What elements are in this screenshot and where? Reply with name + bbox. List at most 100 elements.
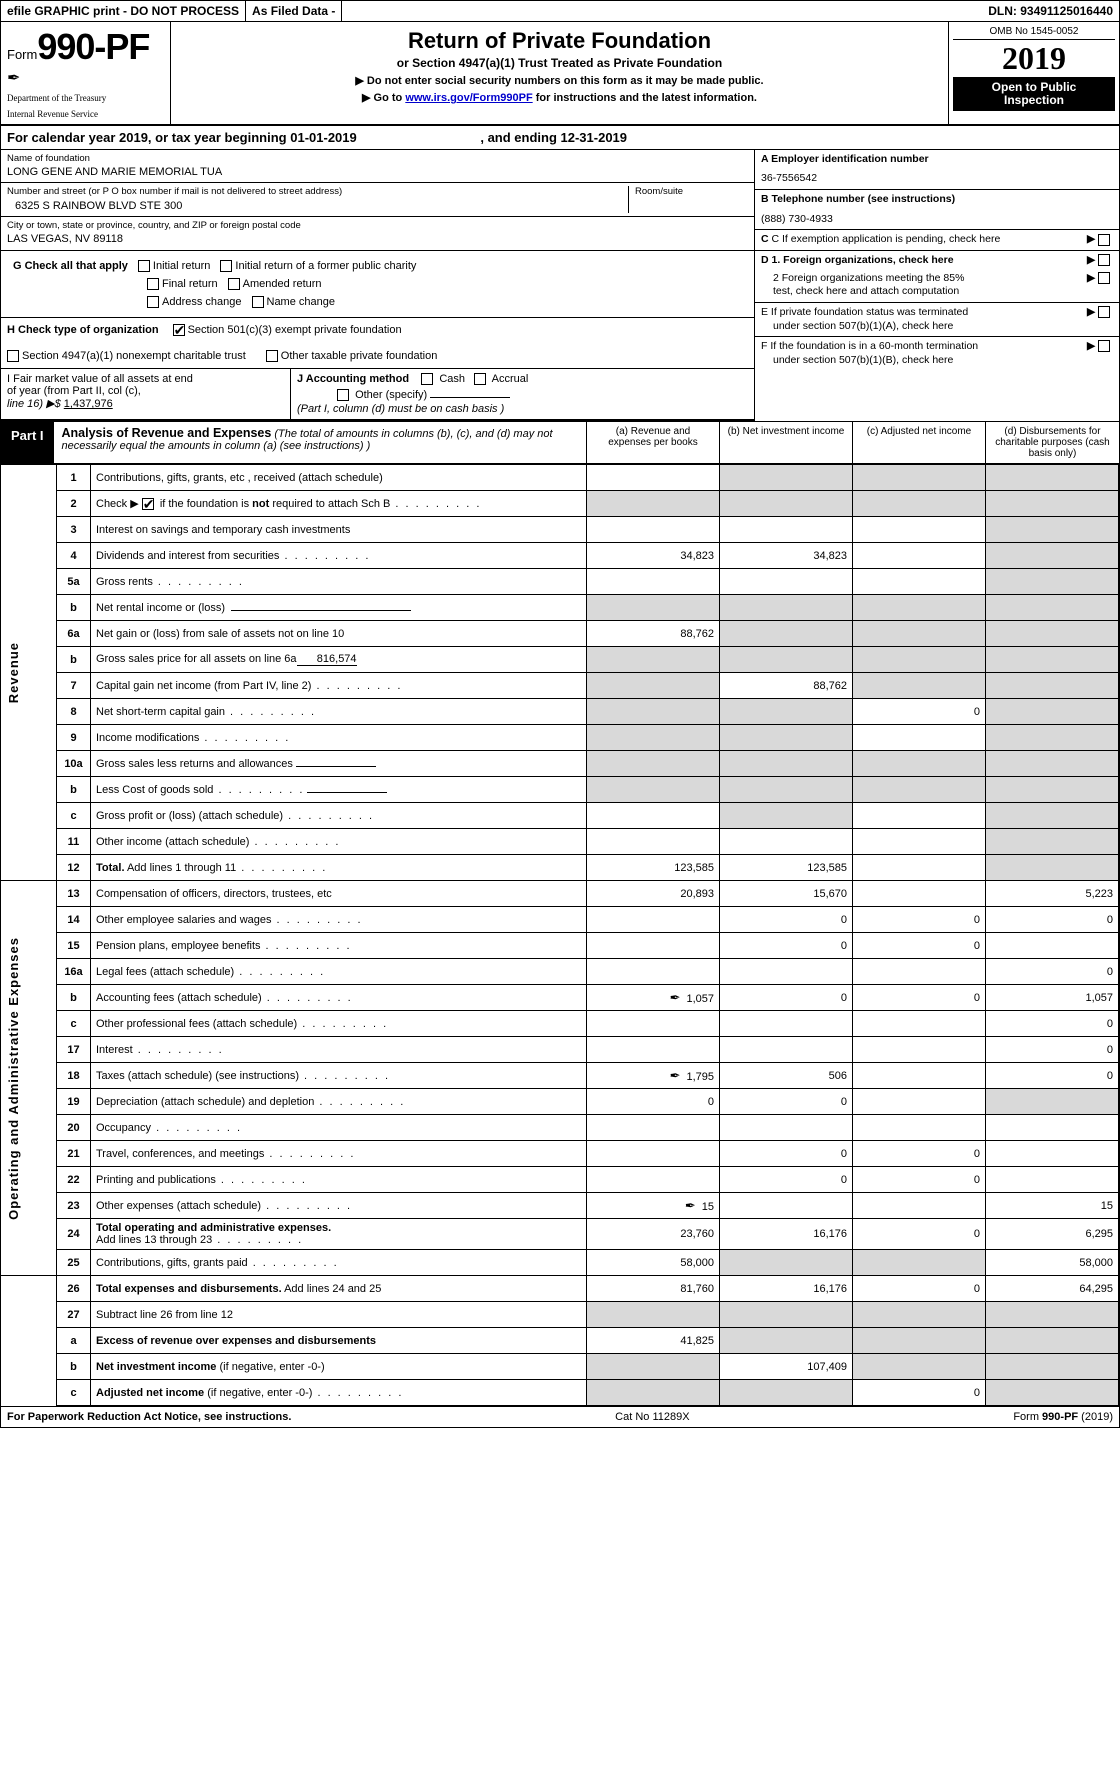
ein-cell: A Employer identification number 36-7556… xyxy=(755,150,1119,190)
row-16c: cOther professional fees (attach schedul… xyxy=(1,1011,1119,1037)
page-footer: For Paperwork Reduction Act Notice, see … xyxy=(1,1406,1119,1427)
section-h: H Check type of organization Section 501… xyxy=(1,318,754,369)
row-25: 25Contributions, gifts, grants paid58,00… xyxy=(1,1250,1119,1276)
dept-irs: Internal Revenue Service xyxy=(7,110,164,120)
room-suite-label: Room/suite xyxy=(635,186,748,198)
address-cell: Number and street (or P O box number if … xyxy=(1,183,754,217)
amended-return-check[interactable]: Amended return xyxy=(228,278,322,290)
arrow-icon: ▶ xyxy=(1087,233,1095,247)
row-10a: 10aGross sales less returns and allowanc… xyxy=(1,751,1119,777)
row-13: Operating and Administrative Expenses 13… xyxy=(1,881,1119,907)
row-5b: bNet rental income or (loss) xyxy=(1,595,1119,621)
e-check[interactable] xyxy=(1098,306,1110,318)
section-e: E If private foundation status was termi… xyxy=(755,303,1119,337)
efile-label: efile GRAPHIC print - DO NOT PROCESS xyxy=(1,1,246,21)
row-10c: cGross profit or (loss) (attach schedule… xyxy=(1,803,1119,829)
accrual-check[interactable]: Accrual xyxy=(474,373,528,385)
d1-check[interactable] xyxy=(1098,254,1110,266)
row-23: 23Other expenses (attach schedule)✒1515 xyxy=(1,1193,1119,1219)
section-c: C C If exemption application is pending,… xyxy=(755,230,1119,251)
cash-check[interactable]: Cash xyxy=(421,373,465,385)
form-number: Form990-PF xyxy=(7,26,164,68)
other-taxable-check[interactable]: Other taxable private foundation xyxy=(266,350,438,362)
name-change-check[interactable]: Name change xyxy=(252,296,336,308)
section-i-j: I Fair market value of all assets at end… xyxy=(1,369,754,421)
row-5a: 5aGross rents xyxy=(1,569,1119,595)
col-d-header: (d) Disbursements for charitable purpose… xyxy=(986,422,1119,463)
form-page: efile GRAPHIC print - DO NOT PROCESS As … xyxy=(0,0,1120,1428)
row-27c: cAdjusted net income (if negative, enter… xyxy=(1,1380,1119,1406)
row-27a: aExcess of revenue over expenses and dis… xyxy=(1,1328,1119,1354)
501c3-check[interactable]: Section 501(c)(3) exempt private foundat… xyxy=(173,324,402,336)
row-12: 12Total. Add lines 1 through 11123,58512… xyxy=(1,855,1119,881)
col-b-header: (b) Net investment income xyxy=(720,422,853,463)
row-1: Revenue 1Contributions, gifts, grants, e… xyxy=(1,465,1119,491)
attachment-icon[interactable]: ✒ xyxy=(685,1198,696,1213)
row-21: 21Travel, conferences, and meetings00 xyxy=(1,1141,1119,1167)
expenses-section-label: Operating and Administrative Expenses xyxy=(1,881,57,1276)
row-16b: bAccounting fees (attach schedule)✒1,057… xyxy=(1,985,1119,1011)
row-6a: 6aNet gain or (loss) from sale of assets… xyxy=(1,621,1119,647)
form-number-box: Form990-PF ✒ Department of the Treasury … xyxy=(1,22,171,124)
section-g: G Check all that apply Initial return In… xyxy=(1,251,754,318)
ident-left: Name of foundation LONG GENE AND MARIE M… xyxy=(1,150,754,422)
omb-number: OMB No 1545-0052 xyxy=(953,26,1115,40)
row-24: 24Total operating and administrative exp… xyxy=(1,1219,1119,1250)
row-10b: bLess Cost of goods sold xyxy=(1,777,1119,803)
form-header: Form990-PF ✒ Department of the Treasury … xyxy=(1,22,1119,126)
other-method-check[interactable]: Other (specify) xyxy=(337,389,427,401)
schb-check[interactable] xyxy=(142,498,154,510)
row-27b: bNet investment income (if negative, ent… xyxy=(1,1354,1119,1380)
4947-check[interactable]: Section 4947(a)(1) nonexempt charitable … xyxy=(7,350,246,362)
row-2: 2Check ▶ if the foundation is not requir… xyxy=(1,491,1119,517)
dln: DLN: 93491125016440 xyxy=(982,1,1119,21)
row-6b: bGross sales price for all assets on lin… xyxy=(1,647,1119,673)
address-change-check[interactable]: Address change xyxy=(147,296,242,308)
row-18: 18Taxes (attach schedule) (see instructi… xyxy=(1,1063,1119,1089)
ident-right: A Employer identification number 36-7556… xyxy=(754,150,1119,422)
identification-block: Name of foundation LONG GENE AND MARIE M… xyxy=(1,150,1119,423)
initial-return-check[interactable]: Initial return xyxy=(138,260,210,272)
accounting-method-cell: J Accounting method Cash Accrual Other (… xyxy=(291,369,754,419)
c-check[interactable] xyxy=(1098,234,1110,246)
col-a-header: (a) Revenue and expenses per books xyxy=(587,422,720,463)
section-d: D 1. Foreign organizations, check here▶ … xyxy=(755,251,1119,303)
efile-icon: ✒ xyxy=(7,68,164,88)
row-15: 15Pension plans, employee benefits00 xyxy=(1,933,1119,959)
row-17: 17Interest0 xyxy=(1,1037,1119,1063)
fmv-cell: I Fair market value of all assets at end… xyxy=(1,369,291,419)
row-8: 8Net short-term capital gain0 xyxy=(1,699,1119,725)
form-title: Return of Private Foundation xyxy=(179,28,940,54)
dept-treasury: Department of the Treasury xyxy=(7,94,164,104)
note-link: ▶ Go to www.irs.gov/Form990PF for instru… xyxy=(179,91,940,104)
title-box: Return of Private Foundation or Section … xyxy=(171,22,949,124)
row-3: 3Interest on savings and temporary cash … xyxy=(1,517,1119,543)
row-4: 4Dividends and interest from securities3… xyxy=(1,543,1119,569)
row-7: 7Capital gain net income (from Part IV, … xyxy=(1,673,1119,699)
calendar-year-row: For calendar year 2019, or tax year begi… xyxy=(1,126,1119,150)
part1-tag: Part I xyxy=(1,422,54,463)
foundation-name-cell: Name of foundation LONG GENE AND MARIE M… xyxy=(1,150,754,184)
row-19: 19Depreciation (attach schedule) and dep… xyxy=(1,1089,1119,1115)
row-22: 22Printing and publications00 xyxy=(1,1167,1119,1193)
attachment-icon[interactable]: ✒ xyxy=(670,990,681,1005)
col-c-header: (c) Adjusted net income xyxy=(853,422,986,463)
phone-cell: B Telephone number (see instructions) (8… xyxy=(755,190,1119,230)
row-14: 14Other employee salaries and wages000 xyxy=(1,907,1119,933)
row-20: 20Occupancy xyxy=(1,1115,1119,1141)
final-return-check[interactable]: Final return xyxy=(147,278,218,290)
part1-header: Part I Analysis of Revenue and Expenses … xyxy=(1,422,1119,464)
attachment-icon[interactable]: ✒ xyxy=(670,1068,681,1083)
row-11: 11Other income (attach schedule) xyxy=(1,829,1119,855)
d2-check[interactable] xyxy=(1098,272,1110,284)
city-cell: City or town, state or province, country… xyxy=(1,217,754,251)
row-27: 27Subtract line 26 from line 12 xyxy=(1,1302,1119,1328)
initial-former-check[interactable]: Initial return of a former public charit… xyxy=(220,260,416,272)
note-ssn: ▶ Do not enter social security numbers o… xyxy=(179,74,940,87)
open-inspection: Open to Public Inspection xyxy=(953,77,1115,111)
section-f: F If the foundation is in a 60-month ter… xyxy=(755,337,1119,370)
row-9: 9Income modifications xyxy=(1,725,1119,751)
f-check[interactable] xyxy=(1098,340,1110,352)
part1-table: Revenue 1Contributions, gifts, grants, e… xyxy=(1,464,1119,1406)
irs-link[interactable]: www.irs.gov/Form990PF xyxy=(405,92,532,104)
